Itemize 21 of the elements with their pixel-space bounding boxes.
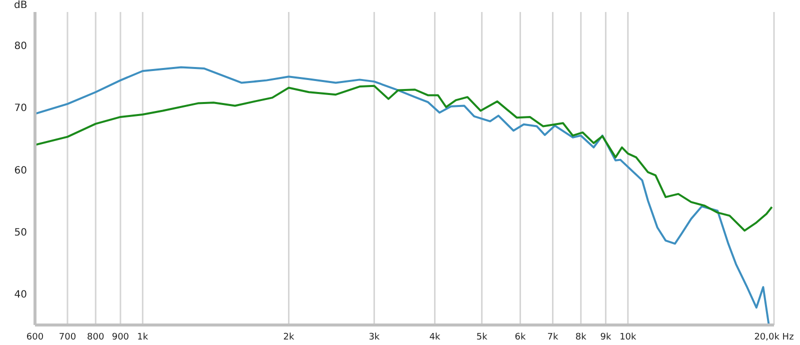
y-tick-label: 50 — [14, 227, 27, 238]
x-tick-label: 9k — [600, 332, 612, 342]
x-tick-label: 1k — [137, 332, 149, 342]
x-tick-label: 700 — [58, 332, 76, 342]
x-tick-label: 600 — [26, 332, 44, 342]
y-tick-label: 60 — [14, 165, 27, 176]
y-tick-label: 40 — [14, 290, 27, 300]
y-axis-title: dB — [14, 0, 28, 11]
x-tick-label: 20,0k Hz — [754, 332, 794, 342]
x-tick-label: 800 — [87, 332, 104, 342]
x-tick-label: 7k — [547, 332, 559, 342]
y-tick-label: 80 — [14, 41, 27, 52]
x-tick-label: 900 — [112, 332, 130, 342]
x-tick-label: 8k — [575, 332, 588, 342]
y-tick-label: 70 — [14, 103, 27, 114]
x-tick-label: 3k — [368, 332, 380, 342]
x-tick-label: 2k — [283, 332, 295, 342]
x-tick-label: 10k — [620, 332, 638, 342]
x-tick-label: 6k — [514, 332, 527, 342]
x-tick-label: 5k — [476, 332, 488, 342]
x-tick-label: 4k — [429, 332, 442, 342]
